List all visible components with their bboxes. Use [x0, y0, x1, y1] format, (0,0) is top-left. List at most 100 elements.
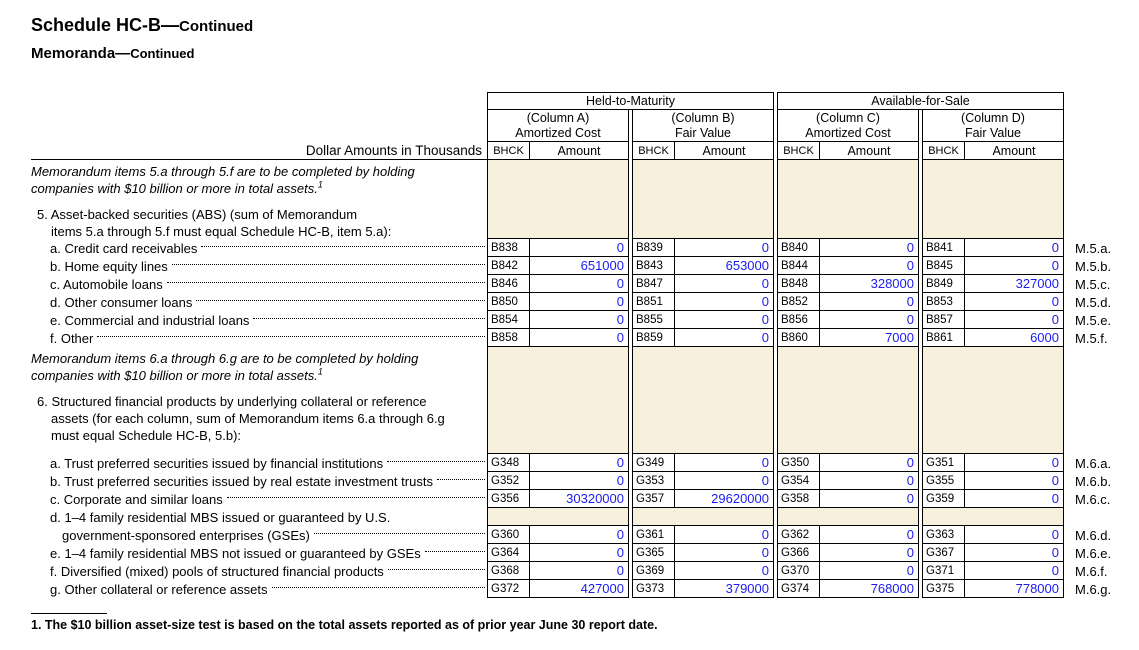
shaded-cell — [632, 160, 774, 239]
memo6-note-row: Memorandum items 6.a through 6.g are to … — [31, 347, 1139, 454]
amount-cell: 0 — [530, 454, 629, 472]
code-cell: G370 — [777, 562, 820, 580]
code-cell: B850 — [487, 293, 530, 311]
amount-cell: 651000 — [530, 257, 629, 275]
shaded-cell — [632, 347, 774, 454]
code-cell: G355 — [922, 472, 965, 490]
amount-cell: 0 — [530, 562, 629, 580]
code-cell: G357 — [632, 490, 675, 508]
code-cell: B861 — [922, 329, 965, 347]
code-cell: B855 — [632, 311, 675, 329]
table-row: b. Home equity lines B842 651000 B843 65… — [31, 257, 1139, 275]
amount-cell: 0 — [675, 275, 774, 293]
dotted-leader — [271, 586, 485, 588]
shaded-cell — [487, 508, 629, 526]
code-cell: B841 — [922, 239, 965, 257]
table-row: g. Other collateral or reference assets … — [31, 580, 1139, 598]
row-label: a. Trust preferred securities issued by … — [31, 454, 487, 472]
memo-item-ref: M.6.b. — [1075, 473, 1112, 489]
code-cell: B843 — [632, 257, 675, 275]
amount-cell: 0 — [820, 544, 919, 562]
footnote-ref: 1 — [317, 179, 323, 190]
row-label: d. 1–4 family residential MBS issued or … — [50, 509, 391, 525]
table-row: b. Trust preferred securities issued by … — [31, 472, 1139, 490]
footnote-rule — [31, 613, 107, 614]
shaded-cell — [632, 508, 774, 526]
amount-cell: 0 — [965, 490, 1064, 508]
dotted-leader — [97, 335, 485, 337]
code-cell: B860 — [777, 329, 820, 347]
amount-cell: 0 — [965, 472, 1064, 490]
code-cell: G348 — [487, 454, 530, 472]
footnote-ref: 1 — [317, 366, 323, 377]
table-row: d. 1–4 family residential MBS issued or … — [31, 508, 1139, 526]
shaded-cell — [777, 508, 919, 526]
code-cell: B853 — [922, 293, 965, 311]
code-cell: B858 — [487, 329, 530, 347]
amount-cell: 653000 — [675, 257, 774, 275]
memo-item-ref: M.5.e. — [1075, 312, 1112, 328]
group-header-row: Held-to-Maturity Available-for-Sale — [31, 92, 1139, 110]
amount-cell: 0 — [675, 526, 774, 544]
code-cell: B854 — [487, 311, 530, 329]
dotted-leader — [226, 496, 485, 498]
amount-cell: 0 — [675, 239, 774, 257]
memo-item-ref: M.6.g. — [1075, 581, 1112, 597]
dotted-leader — [313, 532, 485, 534]
code-cell: B851 — [632, 293, 675, 311]
amount-cell: 0 — [965, 562, 1064, 580]
table-row: c. Automobile loans B846 0 B847 0 B848 3… — [31, 275, 1139, 293]
table-row: a. Trust preferred securities issued by … — [31, 454, 1139, 472]
code-cell: B838 — [487, 239, 530, 257]
code-cell: B842 — [487, 257, 530, 275]
amount-cell: 0 — [965, 239, 1064, 257]
amount-cell: 0 — [820, 526, 919, 544]
code-cell: G366 — [777, 544, 820, 562]
memo-item-ref: M.5.d. — [1075, 294, 1112, 310]
code-cell: G349 — [632, 454, 675, 472]
table-row: a. Credit card receivables B838 0 B839 0… — [31, 239, 1139, 257]
dotted-leader — [201, 245, 485, 247]
row-label: e. Commercial and industrial loans — [31, 311, 487, 329]
row-label: c. Automobile loans — [31, 275, 487, 293]
code-cell: G375 — [922, 580, 965, 598]
code-cell: B844 — [777, 257, 820, 275]
amount-cell: 0 — [530, 472, 629, 490]
memo-item-ref: M.5.c. — [1075, 276, 1111, 292]
amount-cell: 0 — [675, 544, 774, 562]
dotted-leader — [166, 281, 485, 283]
dotted-leader — [387, 568, 485, 570]
amount-cell: 0 — [675, 562, 774, 580]
memo5-note: Memorandum items 5.a through 5.f are to … — [31, 164, 415, 196]
memo-item-ref: M.5.b. — [1075, 258, 1112, 274]
amount-cell: 0 — [675, 293, 774, 311]
code-cell: G354 — [777, 472, 820, 490]
code-cell: B857 — [922, 311, 965, 329]
code-cell: G368 — [487, 562, 530, 580]
dotted-leader — [253, 317, 485, 319]
table-row: f. Other B858 0 B859 0 B860 7000 B861 60… — [31, 329, 1139, 347]
amount-cell: 29620000 — [675, 490, 774, 508]
shaded-cell — [487, 347, 629, 454]
memo-item-ref: M.5.f. — [1075, 330, 1108, 346]
memoranda-table: Held-to-Maturity Available-for-Sale (Col… — [31, 92, 1139, 598]
amount-cell: 30320000 — [530, 490, 629, 508]
column-header-a: (Column A) Amortized Cost — [487, 110, 629, 142]
shaded-cell — [922, 160, 1064, 239]
code-cell: G369 — [632, 562, 675, 580]
amount-header: Amount — [965, 142, 1064, 160]
code-cell: G372 — [487, 580, 530, 598]
table-row: f. Diversified (mixed) pools of structur… — [31, 562, 1139, 580]
column-header-row: (Column A) Amortized Cost (Column B) Fair … — [31, 110, 1139, 142]
amount-cell: 768000 — [820, 580, 919, 598]
code-cell: B852 — [777, 293, 820, 311]
amount-cell: 0 — [820, 293, 919, 311]
code-cell: G353 — [632, 472, 675, 490]
memo-item-ref: M.5.a. — [1075, 240, 1112, 256]
code-cell: G358 — [777, 490, 820, 508]
code-cell: G362 — [777, 526, 820, 544]
memo-item-ref: M.6.e. — [1075, 545, 1112, 561]
amount-cell: 0 — [820, 239, 919, 257]
code-cell: G364 — [487, 544, 530, 562]
code-cell: B845 — [922, 257, 965, 275]
